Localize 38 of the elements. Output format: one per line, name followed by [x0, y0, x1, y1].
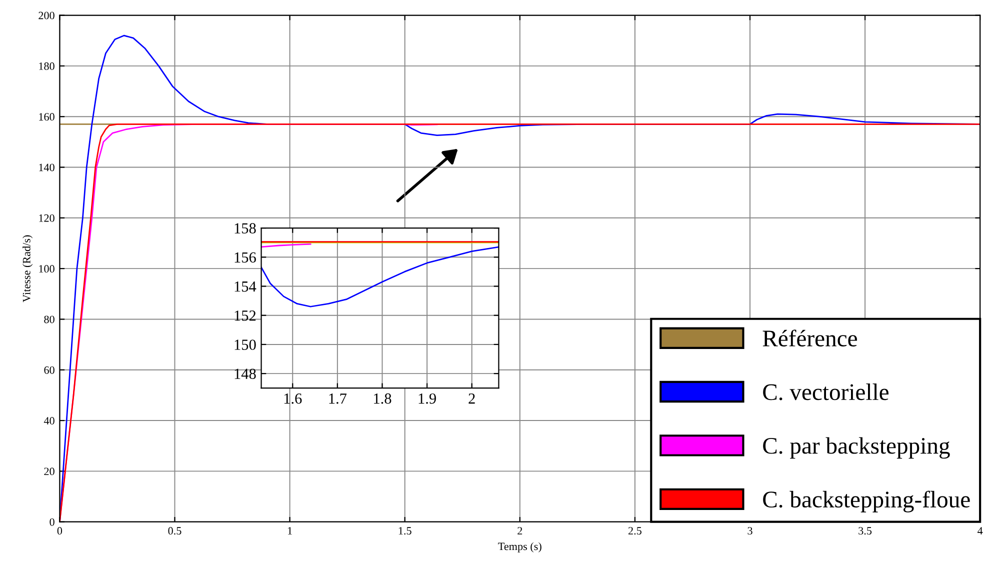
y-tick-label: 100: [39, 265, 54, 273]
y-tick-label: 140: [39, 164, 54, 172]
x-tick-label: 1.5: [398, 527, 412, 535]
x-tick-label: 3: [748, 527, 752, 535]
x-tick-label: 1.9: [418, 393, 436, 404]
y-tick-label: 60: [44, 366, 54, 374]
y-tick-label: 152: [234, 310, 256, 321]
y-tick-label: 148: [234, 368, 256, 380]
y-tick-label: 160: [39, 113, 54, 121]
y-tick-label: 40: [44, 417, 54, 424]
y-tick-label: 120: [39, 214, 54, 222]
y-tick-label: 0: [50, 518, 54, 526]
x-tick-label: 1: [288, 527, 292, 534]
x-tick-label: 4: [978, 527, 983, 534]
line-series: [261, 246, 499, 308]
y-tick-label: 150: [234, 340, 256, 350]
y-tick-label: 200: [38, 12, 54, 20]
x-tick-label: 0.5: [168, 527, 182, 535]
legend-label: Référence: [762, 330, 857, 346]
x-tick-label: 1.8: [374, 393, 392, 404]
x-axis-title: Temps (s): [498, 542, 542, 552]
x-tick-label: 2: [468, 393, 475, 404]
legend-label: C. vectorielle: [763, 384, 888, 400]
y-tick-label: 20: [44, 468, 54, 476]
legend-label: C. par backstepping: [763, 437, 950, 459]
x-tick-label: 1.7: [329, 393, 347, 404]
y-tick-label: 158: [234, 223, 256, 234]
x-tick-label: 2: [518, 527, 522, 534]
y-tick-label: 154: [234, 281, 256, 292]
x-tick-label: 1.6: [284, 393, 302, 404]
y-tick-label: 180: [39, 62, 54, 70]
legend-label: C. backstepping-floue: [763, 490, 970, 512]
y-tick-label: 80: [44, 316, 54, 324]
x-tick-label: 0: [57, 527, 62, 535]
x-tick-label: 2.5: [628, 527, 642, 535]
y-tick-label: 156: [234, 252, 256, 263]
y-axis-title: Vitesse (Rad/s): [22, 235, 33, 302]
x-tick-label: 3.5: [858, 527, 872, 535]
